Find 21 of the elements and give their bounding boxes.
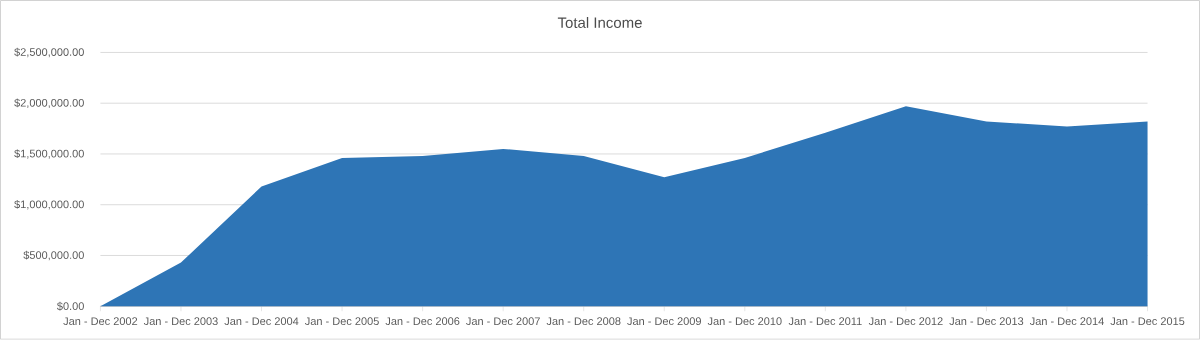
x-tick-label: Jan - Dec 2010 (707, 317, 782, 326)
y-tick-label: $2,000,000.00 (14, 98, 84, 109)
y-tick-label: $0.00 (56, 301, 84, 311)
x-tick-label: Jan - Dec 2003 (143, 317, 218, 326)
x-tick-label: Jan - Dec 2006 (385, 317, 460, 326)
x-tick-label: Jan - Dec 2013 (949, 317, 1024, 326)
y-tick-label: $1,000,000.00 (14, 200, 84, 210)
x-tick-label: Jan - Dec 2009 (627, 317, 701, 326)
y-tick-label: $500,000.00 (23, 250, 84, 261)
chart-title: Total Income (557, 17, 642, 29)
x-tick-label: Jan - Dec 2014 (1029, 317, 1104, 326)
x-tick-label: Jan - Dec 2005 (304, 317, 379, 326)
x-tick-label: Jan - Dec 2008 (546, 317, 621, 326)
x-tick-label: Jan - Dec 2004 (224, 317, 299, 326)
y-tick-label: $1,500,000.00 (14, 149, 84, 159)
x-tick-label: Jan - Dec 2002 (63, 317, 138, 326)
x-tick-label: Jan - Dec 2007 (466, 317, 540, 326)
x-tick-label: Jan - Dec 2015 (1110, 317, 1185, 326)
x-tick-label: Jan - Dec 2012 (868, 317, 943, 326)
x-tick-label: Jan - Dec 2011 (788, 317, 862, 326)
y-tick-label: $2,500,000.00 (14, 47, 84, 58)
